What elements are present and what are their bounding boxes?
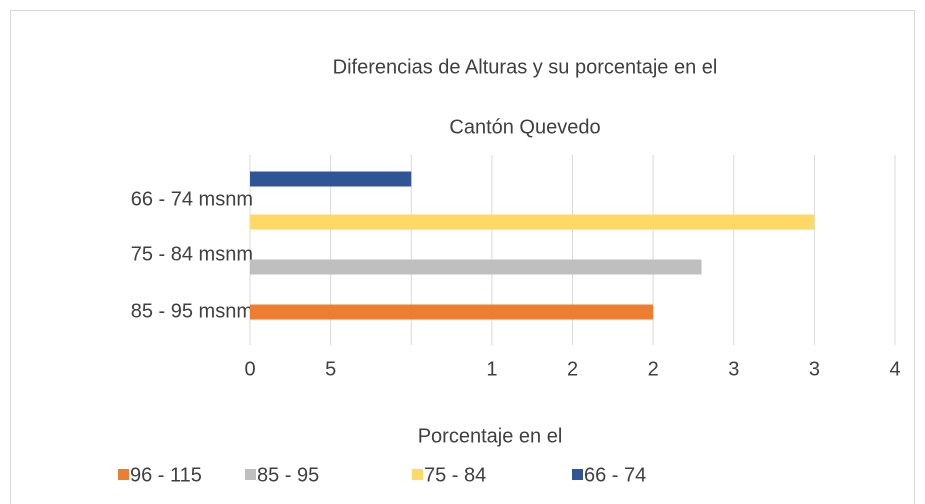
legend-label: 96 - 115 xyxy=(130,464,202,486)
chart-title: Diferencias de Alturas y su porcentaje e… xyxy=(333,56,718,78)
y-tick-label: 66 - 74 msnm xyxy=(131,188,253,210)
x-tick-label: 1 xyxy=(486,358,497,380)
legend-label: 85 - 95 xyxy=(257,464,319,486)
x-tick-label: 0 xyxy=(244,358,255,380)
chart-title: Cantón Quevedo xyxy=(449,116,600,138)
x-tick-label: 3 xyxy=(728,358,739,380)
chart-frame xyxy=(10,10,915,504)
legend-label: 66 - 74 xyxy=(584,464,646,486)
legend-swatch xyxy=(412,469,423,480)
y-tick-label: 85 - 95 msnm xyxy=(131,300,253,322)
x-tick-label: 3 xyxy=(809,358,820,380)
x-tick-label: 4 xyxy=(889,358,900,380)
legend-swatch xyxy=(245,469,256,480)
x-axis-label: Porcentaje en el xyxy=(418,425,563,447)
x-tick-label: 5 xyxy=(325,358,336,380)
x-tick-label: 2 xyxy=(567,358,578,380)
legend-label: 75 - 84 xyxy=(424,464,486,486)
bar xyxy=(250,171,412,187)
bar xyxy=(250,214,815,230)
bar xyxy=(250,259,702,275)
legend-swatch xyxy=(118,469,129,480)
legend-swatch xyxy=(572,469,583,480)
x-tick-label: 2 xyxy=(648,358,659,380)
bar xyxy=(250,304,654,320)
y-tick-label: 75 - 84 msnm xyxy=(131,243,253,265)
